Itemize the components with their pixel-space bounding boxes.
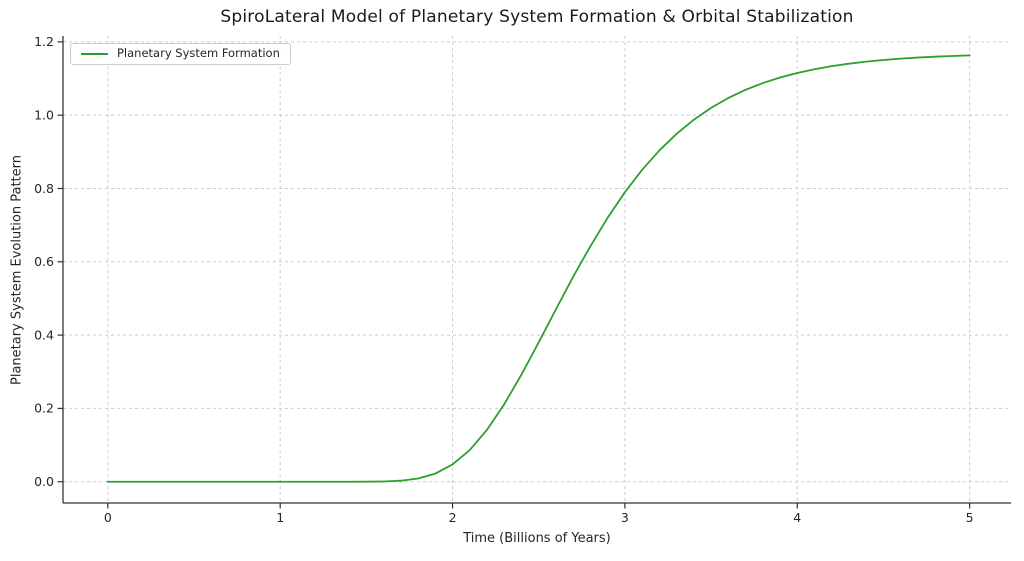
y-tick-label: 1.0 <box>34 107 54 122</box>
legend-label: Planetary System Formation <box>117 46 280 61</box>
y-tick-label: 0.4 <box>34 327 54 342</box>
x-axis-label: Time (Billions of Years) <box>463 531 611 546</box>
x-tick-label: 4 <box>793 510 801 525</box>
x-tick-label: 2 <box>449 510 457 525</box>
series-line-planetary-system-formation <box>106 54 971 483</box>
y-tick-label: 0.6 <box>34 254 54 269</box>
legend: Planetary System Formation <box>70 43 291 65</box>
y-tick-label: 0.2 <box>34 401 54 416</box>
y-axis-label: Planetary System Evolution Pattern <box>9 154 25 386</box>
x-tick-label: 3 <box>621 510 629 525</box>
y-tick-label: 1.2 <box>34 34 54 49</box>
legend-line-swatch <box>81 53 108 55</box>
x-tick-label: 5 <box>966 510 974 525</box>
y-tick-label: 0.8 <box>34 181 54 196</box>
y-tick-label: 0.0 <box>34 474 54 489</box>
x-tick-label: 0 <box>104 510 112 525</box>
x-tick-label: 1 <box>276 510 284 525</box>
chart-title: SpiroLateral Model of Planetary System F… <box>220 7 854 27</box>
